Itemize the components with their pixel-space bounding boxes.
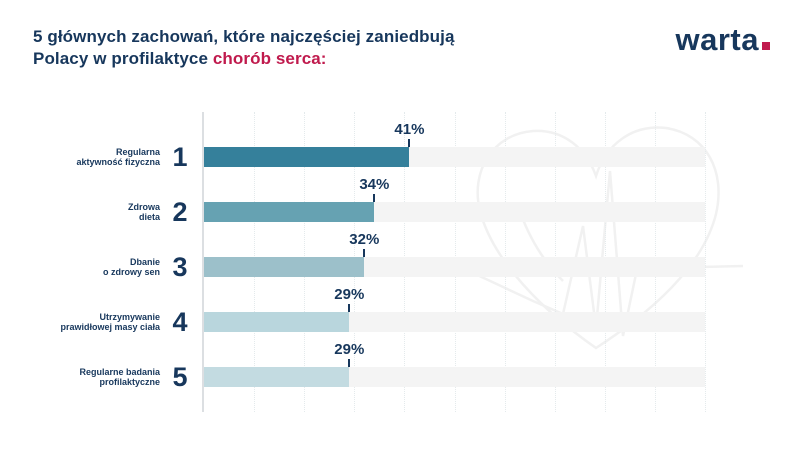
warta-logo: warta bbox=[676, 22, 770, 58]
category-label: Regularne badania profilaktyczne bbox=[79, 367, 160, 387]
bar-track: 29% bbox=[204, 286, 705, 332]
value-tick bbox=[363, 249, 366, 257]
rank-number: 1 bbox=[172, 141, 188, 172]
bar bbox=[204, 202, 375, 222]
value-tick bbox=[408, 139, 411, 147]
bar-track: 29% bbox=[204, 341, 705, 387]
value-label: 41% bbox=[394, 121, 425, 138]
rank-number: 3 bbox=[172, 251, 188, 282]
bar-row-1: Regularna aktywność fizyczna 1 41% bbox=[0, 121, 800, 172]
bar-row-4: Utrzymywanie prawidłowej masy ciała 4 29… bbox=[0, 286, 800, 337]
rank-number: 2 bbox=[172, 196, 188, 227]
category-label: Dbanie o zdrowy sen bbox=[102, 257, 160, 277]
value-tick bbox=[348, 304, 351, 312]
rank-number: 5 bbox=[172, 361, 188, 392]
chart-title: 5 głównych zachowań, które najczęściej z… bbox=[33, 26, 455, 70]
chart-title-highlight: chorób serca: bbox=[212, 49, 327, 68]
value-label: 34% bbox=[359, 176, 390, 193]
category-label: Zdrowa dieta bbox=[127, 202, 160, 222]
chart-title-line2-prefix: Polacy w profilaktyce bbox=[33, 49, 209, 68]
bar bbox=[204, 147, 410, 167]
rank-number: 4 bbox=[172, 306, 188, 337]
bar-row-2: Zdrowa dieta 2 34% bbox=[0, 176, 800, 227]
bar-track: 32% bbox=[204, 231, 705, 277]
bar bbox=[204, 312, 350, 332]
warta-logo-dot-icon bbox=[762, 42, 770, 50]
value-label: 32% bbox=[349, 231, 380, 248]
bar-row-5: Regularne badania profilaktyczne 5 29% bbox=[0, 341, 800, 392]
value-tick bbox=[373, 194, 376, 202]
bar bbox=[204, 257, 365, 277]
chart-axis-line bbox=[202, 112, 204, 412]
warta-logo-text: warta bbox=[675, 22, 759, 57]
category-label: Regularna aktywność fizyczna bbox=[76, 147, 160, 167]
gridline bbox=[705, 112, 706, 412]
chart-title-line2: Polacy w profilaktyce chorób serca: bbox=[33, 48, 455, 70]
value-label: 29% bbox=[334, 341, 365, 358]
value-tick bbox=[348, 359, 351, 367]
bar-track: 41% bbox=[204, 121, 705, 167]
bar bbox=[204, 367, 350, 387]
value-label: 29% bbox=[334, 286, 365, 303]
bar-track: 34% bbox=[204, 176, 705, 222]
chart-title-line1: 5 głównych zachowań, które najczęściej z… bbox=[33, 27, 455, 46]
bar-row-3: Dbanie o zdrowy sen 3 32% bbox=[0, 231, 800, 282]
category-label: Utrzymywanie prawidłowej masy ciała bbox=[60, 312, 160, 332]
